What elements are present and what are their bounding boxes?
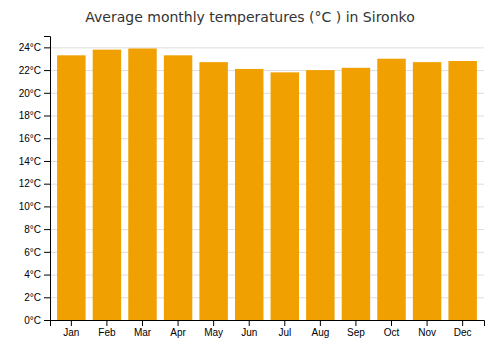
x-tick-mark <box>462 320 463 326</box>
grid-line <box>50 47 484 48</box>
plot: Jan Feb Mar Apr May Jun Jul Aug Sep Oct Nov Dec 0°C 2… <box>19 37 485 339</box>
x-tick-mark <box>391 320 392 326</box>
y-tick-label: 22°C <box>19 65 41 76</box>
y-tick: 22°C <box>19 65 50 76</box>
y-tick: 4°C <box>24 269 50 280</box>
chart: Average monthly temperatures (°C ) in Si… <box>0 0 500 350</box>
x-tick: May <box>204 320 223 338</box>
y-tick: 12°C <box>19 178 50 189</box>
y-tick-mark <box>44 320 50 321</box>
y-tick-mark <box>44 229 50 230</box>
x-tick-mark <box>320 320 321 326</box>
x-tick: Feb <box>98 320 116 338</box>
bar <box>199 62 227 320</box>
y-tick: 0°C <box>24 315 50 326</box>
x-tick-label: Jun <box>241 327 257 338</box>
x-tick-mark <box>284 320 285 326</box>
bar <box>235 69 263 320</box>
x-tick: Aug <box>311 320 329 338</box>
y-tick-label: 0°C <box>24 315 41 326</box>
y-tick-label: 6°C <box>24 247 41 258</box>
bar <box>93 50 121 320</box>
x-tick-mark <box>142 320 143 326</box>
y-tick-label: 20°C <box>19 88 41 99</box>
x-tick-label: May <box>204 327 223 338</box>
x-tick-label: Mar <box>134 327 152 338</box>
y-tick-mark <box>44 116 50 117</box>
y-tick-mark <box>44 297 50 298</box>
y-tick-label: 4°C <box>24 269 41 280</box>
x-tick: Apr <box>170 320 186 338</box>
y-tick-mark <box>44 138 50 139</box>
y-axis: 0°C 2°C 4°C 6°C 8°C 10°C 12°C 14°C 16°C 18°C 20°C 2… <box>19 37 51 326</box>
x-tick-mark <box>106 320 107 326</box>
grid <box>50 48 484 321</box>
x-tick: Jan <box>63 320 79 338</box>
bar <box>306 70 334 320</box>
y-axis-line <box>44 37 51 321</box>
x-tick-label: Jan <box>63 327 79 338</box>
bars <box>57 48 477 320</box>
x-tick-label: Feb <box>98 327 116 338</box>
x-tick-label: Dec <box>454 327 472 338</box>
x-tick-label: Oct <box>384 327 400 338</box>
x-tick: Sep <box>347 320 365 338</box>
y-tick: 18°C <box>19 110 50 121</box>
y-tick-mark <box>44 206 50 207</box>
y-tick-mark <box>44 47 50 48</box>
x-tick: Mar <box>134 320 152 338</box>
x-tick-mark <box>355 320 356 326</box>
bar <box>377 59 405 320</box>
x-tick-mark <box>213 320 214 326</box>
x-tick: Dec <box>454 320 472 338</box>
y-tick: 24°C <box>19 42 50 53</box>
x-tick: Jul <box>278 320 291 338</box>
y-tick: 10°C <box>19 201 50 212</box>
x-tick-label: Sep <box>347 327 365 338</box>
y-tick-mark <box>44 70 50 71</box>
y-tick: 8°C <box>24 224 50 235</box>
y-tick-label: 16°C <box>19 133 41 144</box>
x-tick-mark <box>178 320 179 326</box>
bar <box>57 55 85 320</box>
x-tick: Oct <box>384 320 400 338</box>
x-tick-mark <box>71 320 72 326</box>
y-tick: 16°C <box>19 133 50 144</box>
bar <box>164 55 192 320</box>
x-tick: Jun <box>241 320 257 338</box>
x-tick-label: Nov <box>418 327 436 338</box>
x-tick-mark <box>427 320 428 326</box>
x-tick: Nov <box>418 320 436 338</box>
y-tick: 20°C <box>19 88 50 99</box>
y-tick: 2°C <box>24 292 50 303</box>
bar <box>271 72 299 320</box>
y-tick-label: 8°C <box>24 224 41 235</box>
y-tick-label: 10°C <box>19 201 41 212</box>
y-tick-label: 12°C <box>19 178 41 189</box>
y-tick-mark <box>44 275 50 276</box>
bar <box>413 62 441 320</box>
y-tick-mark <box>44 161 50 162</box>
bar <box>128 48 156 320</box>
y-tick: 14°C <box>19 156 50 167</box>
y-tick-label: 14°C <box>19 156 41 167</box>
y-tick-mark <box>44 252 50 253</box>
x-axis: Jan Feb Mar Apr May Jun Jul Aug Sep Oct Nov Dec <box>51 320 485 338</box>
y-tick-label: 24°C <box>19 42 41 53</box>
y-tick-mark <box>44 93 50 94</box>
y-tick-label: 2°C <box>24 292 41 303</box>
x-axis-line <box>51 321 485 327</box>
title: Average monthly temperatures (°C ) in Si… <box>85 9 414 25</box>
x-tick-label: Apr <box>170 327 186 338</box>
bar <box>342 68 370 320</box>
x-tick-label: Aug <box>311 327 329 338</box>
grid-tick <box>50 47 484 48</box>
x-tick-mark <box>249 320 250 326</box>
y-tick-mark <box>44 184 50 185</box>
y-tick: 6°C <box>24 247 50 258</box>
y-tick-label: 18°C <box>19 110 41 121</box>
bar <box>448 61 476 320</box>
x-tick-label: Jul <box>278 327 291 338</box>
